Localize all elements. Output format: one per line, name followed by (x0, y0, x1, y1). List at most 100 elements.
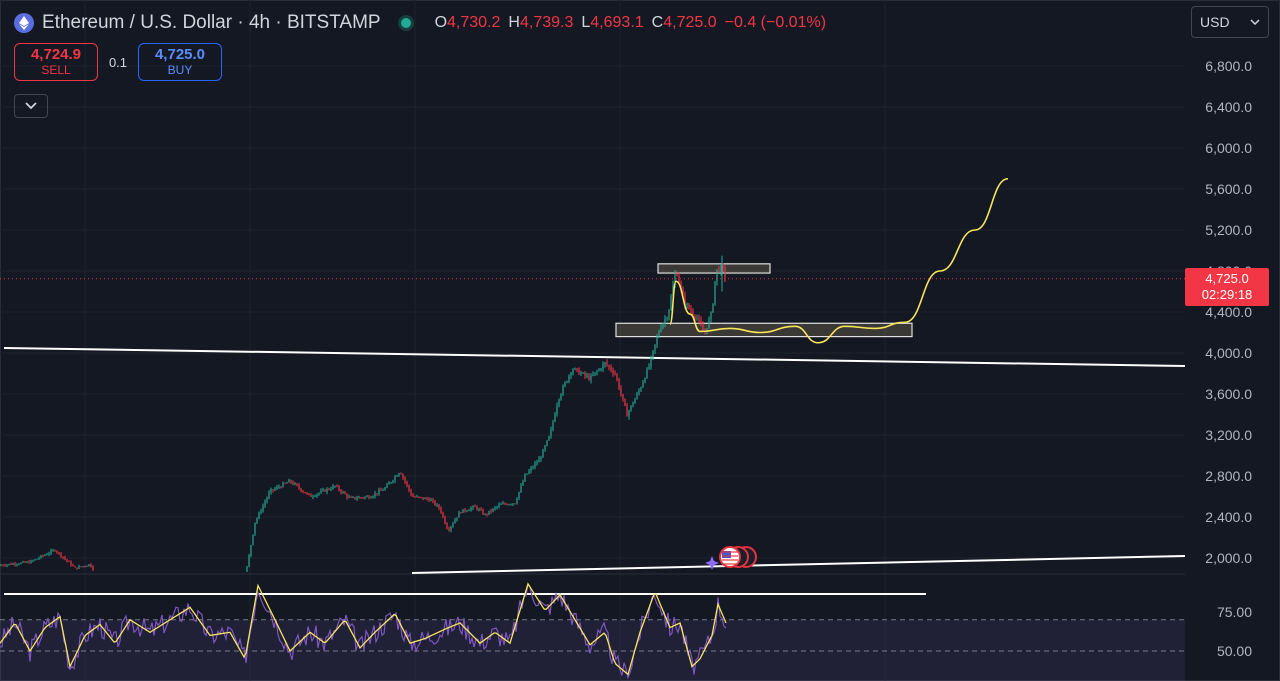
y-tick-label: 2,800.0 (1205, 468, 1252, 484)
candle-body (558, 399, 560, 406)
candle-body (388, 483, 390, 485)
candle-body (366, 496, 368, 498)
candle-body (364, 496, 366, 498)
candle-body (506, 504, 508, 506)
candle-body (394, 476, 396, 481)
candle-body (376, 493, 378, 495)
candle-body (610, 367, 612, 371)
candle-body (626, 405, 628, 417)
candle-body (508, 504, 510, 506)
price-zone[interactable] (615, 322, 913, 338)
candle-body (14, 563, 16, 565)
candle-body (484, 514, 486, 516)
candle-body (640, 387, 642, 391)
candle-body (648, 365, 650, 369)
candle-body (638, 390, 640, 394)
candle-body (374, 493, 376, 497)
candle-body (634, 398, 636, 404)
candle-body (50, 550, 52, 554)
candle-body (708, 319, 710, 329)
candle-body (400, 473, 402, 475)
candle-body (68, 560, 70, 562)
candle-body (656, 337, 658, 345)
candle-body (682, 288, 684, 296)
candle-body (444, 516, 446, 524)
ethereum-icon[interactable] (14, 13, 34, 33)
projection-curve[interactable] (669, 177, 1009, 344)
candle-body (578, 369, 580, 375)
candle-body (340, 490, 342, 493)
candle-body (272, 489, 274, 491)
candle-body (432, 499, 434, 501)
currency-select[interactable]: USD (1191, 6, 1269, 38)
candle-body (370, 497, 372, 499)
candle-body (722, 265, 724, 269)
candle-body (602, 364, 604, 370)
candle-body (54, 550, 56, 552)
candle-body (324, 489, 326, 492)
candle-body (696, 318, 698, 320)
candle-body (446, 523, 448, 529)
candle-body (498, 504, 500, 507)
candle-body (306, 493, 308, 495)
candle-body (560, 394, 562, 400)
candle-body (10, 563, 12, 565)
rsi-ma-line (0, 582, 727, 676)
price-zone[interactable] (657, 263, 771, 274)
candle-body (310, 494, 312, 497)
candle-body (262, 505, 264, 511)
y-tick-label: 6,800.0 (1205, 58, 1252, 74)
sell-button[interactable]: 4,724.9 SELL (14, 43, 98, 81)
candle-body (540, 457, 542, 459)
candle-body (398, 473, 400, 476)
candle-body (414, 496, 416, 498)
candle-body (688, 304, 690, 309)
open-key: O (434, 14, 448, 31)
candle-body (454, 519, 456, 524)
candle-body (390, 482, 392, 484)
candle-body (550, 429, 552, 437)
candle-body (718, 269, 720, 273)
resistance-trendline[interactable] (3, 347, 1186, 367)
candle-body (356, 498, 358, 500)
candle-body (704, 331, 706, 333)
candle-body (316, 494, 318, 496)
buy-button[interactable]: 4,725.0 BUY (138, 43, 222, 81)
candle-body (328, 488, 330, 490)
candle-body (494, 507, 496, 509)
candle-body (252, 534, 254, 546)
candle-body (582, 372, 584, 374)
candle-body (296, 483, 298, 486)
candle-body (604, 362, 606, 365)
candle-body (646, 368, 648, 379)
candle-body (670, 296, 672, 310)
candle-body (464, 509, 466, 511)
symbol-title[interactable]: Ethereum / U.S. Dollar · 4h · BITSTAMP (42, 12, 381, 33)
change-value: −0.4 (−0.01%) (724, 14, 827, 31)
candle-body (720, 265, 722, 273)
candle-body (58, 552, 60, 554)
flag-canton (722, 551, 731, 558)
candle-body (636, 393, 638, 399)
candle-body (372, 496, 374, 498)
candle-body (714, 281, 716, 305)
candle-body (382, 490, 384, 492)
candle-body (44, 554, 46, 556)
candle-body (74, 566, 76, 568)
collapse-toggle-button[interactable] (14, 94, 48, 118)
quantity-value[interactable]: 0.1 (108, 54, 128, 70)
candle-body (616, 373, 618, 380)
candle-body (408, 485, 410, 491)
rsi-tick-label: 50.00 (1217, 643, 1252, 659)
candle-body (312, 496, 314, 498)
sparkle-icon[interactable] (705, 556, 719, 570)
candle-body (530, 468, 532, 471)
candle-body (544, 445, 546, 450)
candle-body (716, 269, 718, 282)
candle-body (384, 487, 386, 491)
support-trendline[interactable] (411, 555, 1186, 574)
candle-body (410, 490, 412, 496)
candle-body (426, 498, 428, 500)
